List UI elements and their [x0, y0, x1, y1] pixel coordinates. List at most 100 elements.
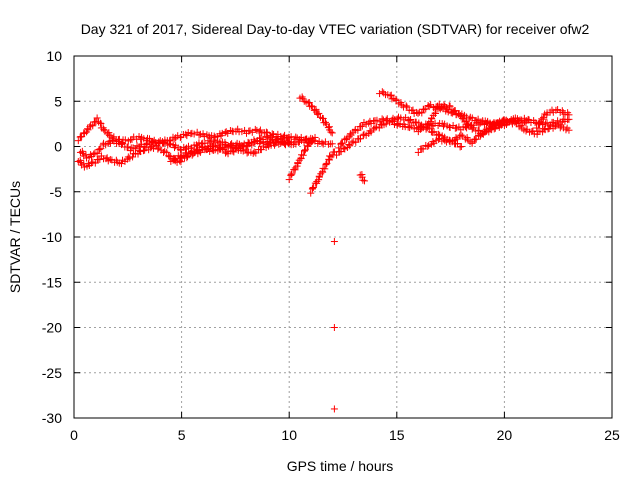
data-point — [250, 148, 258, 156]
data-point — [97, 145, 105, 153]
data-point — [256, 126, 264, 134]
data-point — [373, 116, 381, 124]
x-tick-label: 20 — [497, 427, 513, 443]
y-tick-label: -15 — [42, 274, 62, 290]
series-trace-n — [533, 106, 573, 132]
data-point — [230, 148, 238, 156]
data-point — [287, 138, 295, 146]
data-point — [319, 115, 327, 123]
data-point — [262, 133, 270, 141]
data-point — [105, 131, 113, 139]
data-point — [195, 131, 203, 139]
data-point — [511, 118, 519, 126]
data-point — [304, 138, 312, 146]
data-point — [366, 127, 374, 135]
data-point — [285, 176, 293, 184]
data-point — [409, 106, 417, 114]
x-tick-label: 10 — [281, 427, 297, 443]
data-point — [159, 139, 167, 147]
data-point — [311, 133, 319, 141]
data-point — [477, 118, 485, 126]
series-outliers — [330, 238, 338, 413]
data-point — [106, 155, 114, 163]
data-point — [405, 117, 413, 125]
data-point — [327, 128, 335, 136]
data-point — [117, 160, 125, 168]
data-point — [274, 135, 282, 143]
x-tick-label: 5 — [178, 427, 186, 443]
data-point — [321, 165, 329, 173]
data-point — [348, 139, 356, 147]
data-point — [170, 154, 178, 162]
data-point — [326, 152, 334, 160]
data-point — [551, 122, 559, 130]
data-point — [338, 139, 346, 147]
data-point — [93, 114, 101, 122]
data-point — [543, 109, 551, 117]
series-trace-k — [414, 100, 530, 138]
data-point — [352, 138, 360, 146]
data-point — [322, 160, 330, 168]
data-point — [420, 106, 428, 114]
y-axis-label: SDTVAR / TECUs — [7, 181, 23, 293]
series-trace-e — [296, 93, 336, 137]
data-point — [522, 127, 530, 135]
data-point — [406, 124, 414, 132]
data-point — [475, 126, 483, 134]
data-point — [84, 126, 92, 134]
data-point — [340, 144, 348, 152]
data-point — [148, 143, 156, 151]
data-point — [315, 109, 323, 117]
data-point — [118, 139, 126, 147]
y-tick-label: -30 — [42, 410, 62, 426]
data-point — [322, 118, 330, 126]
data-point — [359, 176, 367, 184]
data-point — [248, 128, 256, 136]
y-tick-label: 5 — [54, 93, 62, 109]
x-tick-label: 15 — [389, 427, 405, 443]
series-trace-o — [356, 171, 369, 185]
data-point — [419, 145, 427, 153]
series-trace-f — [285, 133, 319, 184]
data-point — [91, 159, 99, 167]
data-point — [358, 173, 366, 181]
data-point — [279, 136, 287, 144]
data-point — [87, 151, 95, 159]
data-point — [457, 131, 465, 139]
data-point — [294, 160, 302, 168]
data-point — [520, 118, 528, 126]
y-tick-label: -20 — [42, 320, 62, 336]
data-point — [451, 107, 459, 115]
data-point — [222, 128, 230, 136]
x-tick-label: 0 — [70, 427, 78, 443]
data-point — [533, 124, 541, 132]
data-point — [199, 130, 207, 138]
data-point — [424, 142, 432, 150]
data-point — [462, 117, 470, 125]
data-point — [536, 119, 544, 127]
data-point — [176, 153, 184, 161]
data-point — [488, 123, 496, 131]
data-point — [345, 140, 353, 148]
data-point — [522, 119, 530, 127]
data-point — [402, 102, 410, 110]
data-point — [299, 151, 307, 159]
plot-frame — [73, 55, 613, 419]
chart-title: Day 321 of 2017, Sidereal Day-to-day VTE… — [81, 21, 590, 37]
data-point — [243, 149, 251, 157]
x-axis-label: GPS time / hours — [287, 458, 394, 474]
data-point — [152, 139, 160, 147]
data-point — [136, 148, 144, 156]
data-point — [472, 135, 480, 143]
data-point — [542, 120, 550, 128]
data-point — [315, 173, 323, 181]
data-point — [431, 109, 439, 117]
data-point — [330, 324, 338, 331]
series-trace-b — [76, 133, 315, 162]
data-point — [552, 106, 560, 114]
data-point — [477, 131, 485, 139]
data-point — [434, 105, 442, 113]
series-trace-m — [468, 116, 573, 147]
data-point — [268, 130, 276, 138]
